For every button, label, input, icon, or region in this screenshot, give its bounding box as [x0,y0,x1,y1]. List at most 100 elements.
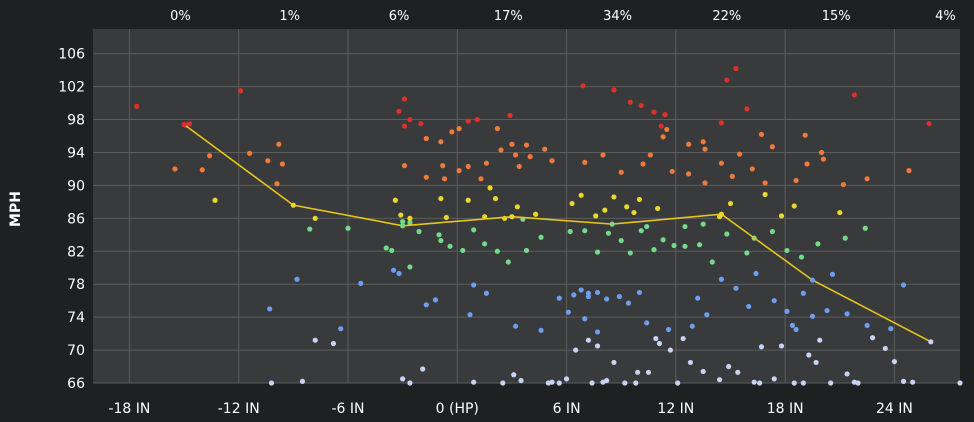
trend-marker [718,211,724,217]
data-point [571,292,577,298]
data-point [396,270,402,277]
data-point [718,160,724,166]
data-point [769,228,775,235]
data-point [533,211,539,217]
data-point [757,380,763,386]
data-point [512,152,519,158]
data-point [494,248,500,254]
data-point [882,345,888,352]
data-point [784,308,790,314]
data-point [443,214,449,221]
data-point [432,297,439,303]
data-point [516,163,522,170]
data-point [700,221,706,227]
data-point [737,151,743,157]
data-point [789,322,796,328]
data-point [844,311,850,317]
data-point [771,298,777,304]
data-point [407,116,413,123]
data-point [602,207,608,213]
data-point [624,204,630,210]
data-point [465,163,471,170]
data-point [680,335,686,342]
data-point [578,287,584,293]
data-point [580,83,586,89]
data-point [604,377,610,384]
data-point [817,337,823,343]
data-point [527,154,533,160]
data-point [724,77,730,83]
data-point [800,380,806,386]
data-point [635,369,641,375]
data-point [307,226,313,232]
data-point [664,126,670,133]
y-tick-label: 98 [67,113,85,129]
data-point [585,337,592,343]
data-point [640,161,646,167]
x-tick-label: 18 IN [767,401,804,417]
top-percentage-labels: 0% 1% 6% 17% 34% 22% 15% 4% [170,9,956,24]
data-point [487,185,493,191]
data-point [565,309,571,315]
data-point [212,197,218,203]
data-point [671,242,677,249]
data-point [594,289,601,296]
data-point [407,264,413,270]
data-point [507,112,513,119]
data-point [658,123,664,129]
trend-marker [181,121,187,128]
data-point [726,363,732,370]
plot-area [93,29,960,383]
data-point [716,377,723,383]
data-point [498,147,504,153]
data-point [471,227,477,233]
data-point [401,96,408,102]
data-point [891,358,898,365]
data-point [651,109,657,115]
data-point [538,327,544,333]
data-point [400,376,406,382]
top-percentage-label: 15% [822,9,851,24]
data-point [828,380,834,386]
data-point [279,161,286,167]
data-point [456,126,462,132]
data-point [389,247,395,254]
data-point [627,250,633,256]
y-tick-label: 90 [67,178,85,194]
data-point [647,152,653,158]
data-point [514,204,520,210]
data-point [392,197,398,203]
data-point [438,139,444,145]
data-point [199,167,205,173]
data-point [482,241,488,247]
data-point [563,376,570,382]
data-point [594,249,601,255]
data-point [660,134,666,140]
data-point [791,203,797,209]
data-point [727,200,734,207]
data-point [401,163,408,169]
data-point [294,276,300,282]
y-tick-label: 106 [58,47,85,63]
data-point [653,335,659,342]
data-point [758,131,765,137]
data-point [438,195,444,202]
data-point [611,359,617,366]
data-point [746,303,752,310]
data-point [633,380,639,386]
data-point [465,197,471,203]
data-point [172,166,178,172]
data-point [268,380,275,386]
data-point [695,295,701,301]
data-point [605,230,612,236]
data-point [900,282,907,288]
data-point [957,380,963,386]
trend-marker [400,223,406,229]
data-point [744,250,750,256]
x-tick-label: 6 IN [553,401,581,417]
data-point [718,120,724,126]
data-point [312,337,318,343]
data-point [509,141,515,147]
data-point [793,326,799,333]
data-point [696,242,703,248]
